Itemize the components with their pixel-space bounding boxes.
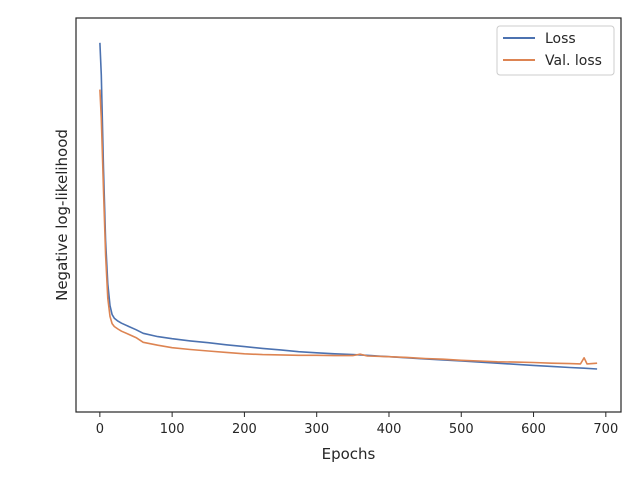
x-tick-label: 0 xyxy=(96,422,104,437)
y-axis-label: Negative log-likelihood xyxy=(53,129,71,301)
series-line-loss xyxy=(99,42,598,370)
x-axis-label: Epochs xyxy=(322,445,376,463)
plot-area xyxy=(75,17,622,413)
x-tick-label: 200 xyxy=(232,422,257,437)
x-tick-label: 400 xyxy=(377,422,402,437)
x-tick-label: 700 xyxy=(593,422,618,437)
x-tick-label: 100 xyxy=(160,422,185,437)
x-tick-label: 500 xyxy=(449,422,474,437)
legend-label-loss: Loss xyxy=(545,31,576,47)
series-layer xyxy=(99,42,598,370)
x-tick-label: 600 xyxy=(521,422,546,437)
legend: Loss Val. loss xyxy=(496,25,615,76)
series-line-val-loss xyxy=(99,89,598,365)
x-tick-label: 300 xyxy=(304,422,329,437)
x-axis-ticks: 0 100 200 300 400 500 600 700 xyxy=(96,412,618,437)
legend-label-val-loss: Val. loss xyxy=(545,53,602,69)
